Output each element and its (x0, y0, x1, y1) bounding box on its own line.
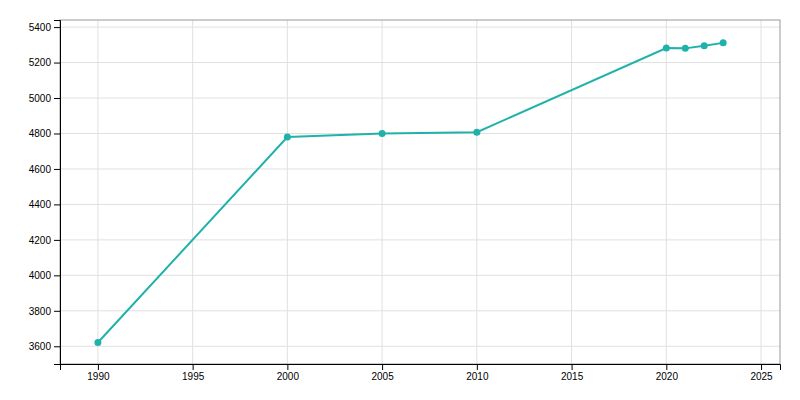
x-tick-label: 2005 (371, 371, 394, 382)
grid-line-y (60, 239, 780, 240)
x-tick: 1990 (87, 364, 110, 382)
y-tick: 4600 (29, 164, 60, 175)
grid (60, 20, 780, 364)
x-tick-label: 2025 (750, 371, 773, 382)
y-tick-mark (54, 346, 60, 347)
plot: 1990 1995 2000 2005 2010 2015 2020 2025 3600 3800… (29, 20, 781, 382)
grid-line-x (287, 20, 288, 364)
plot-frame (60, 20, 780, 364)
point (720, 39, 727, 46)
grid-line-x (476, 20, 477, 364)
y-tick-mark (54, 240, 60, 241)
y-tick: 5400 (29, 22, 60, 33)
chart: 1990 1995 2000 2005 2010 2015 2020 2025 3600 3800… (0, 0, 800, 400)
y-tick-mark (54, 98, 60, 99)
y-tick: 5000 (29, 93, 60, 104)
grid-line-y (60, 98, 780, 99)
grid-line-x (761, 20, 762, 364)
y-tick-mark (54, 63, 60, 64)
point (701, 42, 708, 49)
y-tick-mark (54, 169, 60, 170)
y-tick-mark (54, 133, 60, 134)
y-tick-label: 4200 (29, 235, 52, 246)
grid-line-x (97, 20, 98, 364)
x-tick-mark (761, 364, 762, 370)
x-tick-mark (287, 364, 288, 370)
x-tick: 2025 (750, 364, 773, 382)
x-tick-label: 1995 (182, 371, 205, 382)
x-tick-mark (666, 364, 667, 370)
y-tick: 4400 (29, 199, 60, 210)
x-tick-label: 2020 (656, 371, 679, 382)
y-tick-label: 5000 (29, 93, 52, 104)
y-tick-label: 5200 (29, 57, 52, 68)
x-tick-label: 1990 (87, 371, 110, 382)
x-axis: 1990 1995 2000 2005 2010 2015 2020 2025 (61, 364, 781, 382)
y-tick: 4200 (29, 235, 60, 246)
x-tick-label: 2010 (466, 371, 489, 382)
y-tick-mark (54, 275, 60, 276)
x-tick-mark (382, 364, 383, 370)
line (98, 43, 723, 343)
x-tick: 1995 (182, 364, 205, 382)
x-tick: 2020 (656, 364, 679, 382)
grid-line-y (60, 310, 780, 311)
point (284, 134, 291, 141)
point (94, 339, 101, 346)
y-tick: 3800 (29, 306, 60, 317)
grid-line-y (60, 204, 780, 205)
y-tick-label: 4600 (29, 164, 52, 175)
point (473, 129, 480, 136)
x-tick-label: 2000 (277, 371, 300, 382)
point (379, 130, 386, 137)
y-tick: 4000 (29, 270, 60, 281)
x-tick: 2015 (561, 364, 584, 382)
grid-line-x (192, 20, 193, 364)
x-axis-line (61, 365, 781, 371)
y-tick-mark (54, 311, 60, 312)
y-tick-label: 3800 (29, 306, 52, 317)
x-tick: 2005 (371, 364, 394, 382)
series (94, 39, 726, 346)
x-tick-mark (477, 364, 478, 370)
x-tick: 2010 (466, 364, 489, 382)
y-tick-label: 4400 (29, 199, 52, 210)
y-tick-label: 4000 (29, 270, 52, 281)
y-tick-mark (54, 204, 60, 205)
grid-line-x (666, 20, 667, 364)
y-tick-label: 4800 (29, 128, 52, 139)
y-tick: 3600 (29, 341, 60, 352)
x-tick-label: 2015 (561, 371, 584, 382)
y-axis: 3600 3800 4000 4200 4400 4600 4800 5000 5200 5400 (29, 21, 61, 365)
y-tick-label: 5400 (29, 22, 52, 33)
x-tick-mark (98, 364, 99, 370)
grid-line-y (60, 62, 780, 63)
y-tick: 5200 (29, 57, 60, 68)
grid-line-y (60, 275, 780, 276)
grid-line-y (60, 168, 780, 169)
grid-line-x (382, 20, 383, 364)
x-tick-mark (193, 364, 194, 370)
grid-line-y (60, 27, 780, 28)
x-tick: 2000 (277, 364, 300, 382)
y-tick-label: 3600 (29, 341, 52, 352)
y-axis-line (54, 21, 61, 365)
point (682, 45, 689, 52)
y-tick-mark (54, 27, 60, 28)
point (663, 45, 670, 52)
grid-line-y (60, 346, 780, 347)
x-tick-mark (572, 364, 573, 370)
y-tick: 4800 (29, 128, 60, 139)
grid-line-x (571, 20, 572, 364)
